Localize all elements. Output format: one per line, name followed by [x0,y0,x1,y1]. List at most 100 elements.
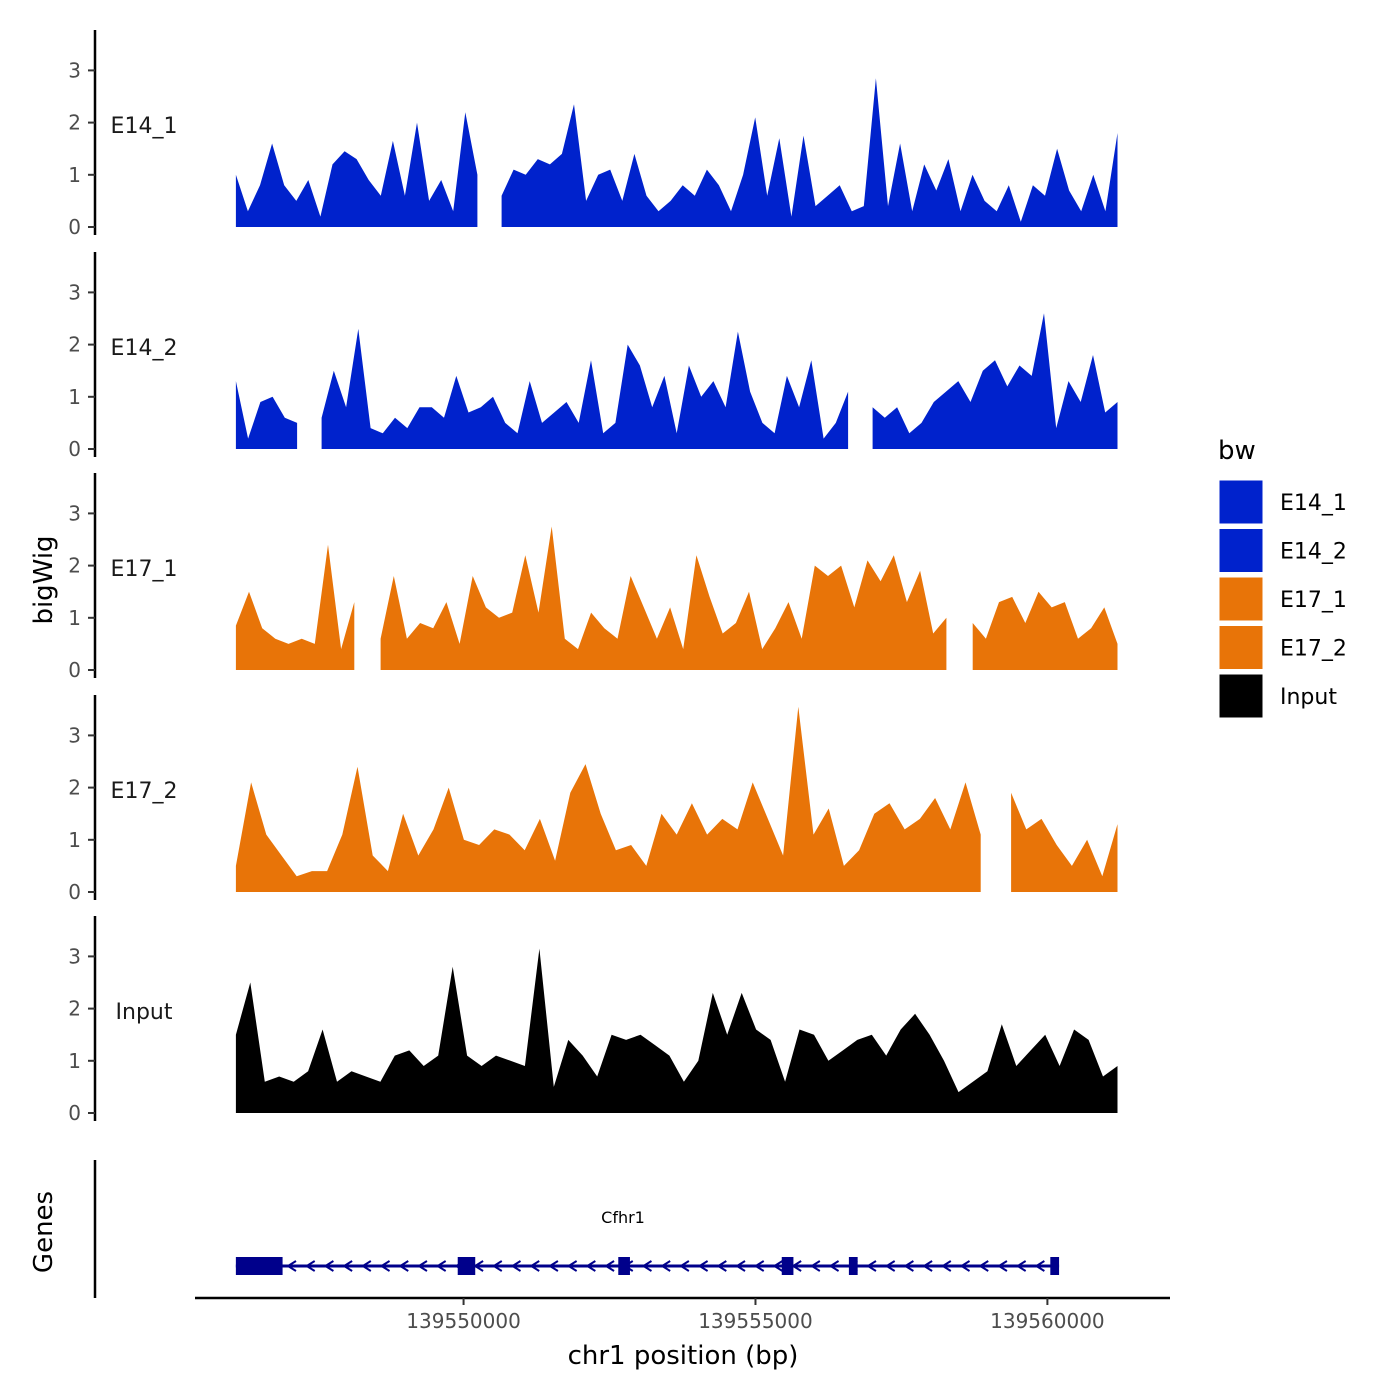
y-tick-label: 1 [68,385,81,409]
gene-exon [848,1257,858,1275]
track-label: E17_1 [111,557,178,582]
track-E14_1: 0 1 2 3 E14_1 [68,30,1118,239]
strand-arrow [604,1260,615,1272]
legend-label-E14_2: E14_2 [1280,540,1347,565]
strand-arrow [679,1260,690,1272]
strand-arrow [772,1260,783,1272]
gene-exon [618,1257,630,1275]
strand-arrow [379,1260,391,1272]
y-tick-label: 2 [68,997,81,1021]
strand-arrow [660,1260,671,1272]
strand-arrow [585,1260,596,1272]
x-tick-label: 139550000 [406,1309,521,1333]
strand-arrow [903,1260,914,1272]
y-tick-label: 0 [68,1101,81,1125]
coverage-area-E17_1 [235,544,355,670]
strand-arrow [360,1260,372,1272]
strand-arrow [566,1260,578,1272]
strand-arrow [491,1260,503,1272]
strand-arrow [753,1260,765,1272]
coverage-area-E17_2 [235,706,981,892]
legend-swatch-E14_1 [1218,479,1264,525]
track-E17_2: 0 1 2 3 E17_2 [68,695,1118,904]
y-tick-label: 1 [68,606,81,630]
coverage-area-E14_1 [501,78,1118,227]
y-tick-label: 2 [68,111,81,135]
legend: bw E14_1 E14_2 E17_1 E17_2 Input [1218,436,1347,719]
legend-swatch-Input [1218,673,1264,719]
strand-arrow [735,1260,746,1272]
coverage-area-E17_1 [380,526,947,670]
y-tick-label: 3 [68,501,81,525]
x-axis-title: chr1 position (bp) [568,1341,799,1371]
strand-arrow [697,1260,709,1272]
track-label: E14_1 [111,114,178,139]
gene-name-label: Cfhr1 [601,1208,645,1227]
track-E14_2: 0 1 2 3 E14_2 [68,252,1118,461]
strand-arrow [417,1260,428,1272]
y-tick-label: 3 [68,58,81,82]
gene-exon [781,1257,794,1275]
track-label: E14_2 [111,336,178,361]
coverage-area-E17_1 [972,591,1118,670]
strand-arrow [323,1260,334,1272]
strand-arrow [641,1260,652,1272]
y-tick-label: 3 [68,944,81,968]
y-tick-label: 3 [68,723,81,747]
coverage-area-E14_2 [872,313,1118,449]
legend-swatch-E17_2 [1218,625,1264,670]
legend-label-E17_2: E17_2 [1280,637,1347,662]
track-label: Input [116,1000,173,1025]
strand-arrow [398,1260,409,1272]
y-tick-label: 1 [68,1049,81,1073]
gene-exon [235,1257,283,1275]
y-tick-label: 2 [68,776,81,800]
legend-label-Input: Input [1280,685,1337,710]
gene-track: Cfhr1 [93,1160,1060,1298]
strand-arrow [510,1260,522,1272]
genes-axis-title: Genes [29,1191,59,1273]
track-Input: 0 1 2 3 Input [68,916,1118,1125]
strand-arrow [286,1260,297,1272]
strand-arrow [1015,1260,1027,1272]
x-tick-label: 139555000 [698,1309,813,1333]
coverage-area-Input [235,948,1118,1113]
legend-swatch-E17_1 [1218,576,1264,622]
strand-arrow [548,1260,559,1272]
strand-arrow [828,1260,840,1272]
strand-arrow [940,1260,952,1272]
strand-arrow [959,1260,971,1272]
y-tick-label: 2 [68,333,81,357]
legend-swatch-E14_2 [1218,528,1264,573]
coverage-area-E14_2 [321,328,849,449]
strand-arrow [529,1260,540,1272]
strand-arrow [716,1260,727,1272]
coverage-area-E17_2 [1011,792,1118,892]
y-tick-label: 0 [68,880,81,904]
x-tick-label: 139560000 [990,1309,1105,1333]
y-tick-label: 1 [68,828,81,852]
gene-exon [457,1257,476,1275]
strand-arrow [809,1260,821,1272]
track-label: E17_2 [111,779,178,804]
y-tick-label: 0 [68,658,81,682]
gene-exon [1050,1257,1060,1275]
strand-arrow [304,1260,316,1272]
y-axis-title: bigWig [29,535,59,624]
strand-arrow [342,1260,353,1272]
strand-arrow [884,1260,896,1272]
legend-title: bw [1218,436,1256,466]
strand-arrow [1034,1260,1045,1272]
y-tick-label: 0 [68,437,81,461]
y-tick-label: 3 [68,280,81,304]
strand-arrow [997,1260,1008,1272]
coverage-area-E14_1 [235,112,478,227]
strand-arrow [435,1260,447,1272]
y-tick-label: 2 [68,554,81,578]
coverage-area-E14_2 [235,381,298,449]
y-tick-label: 1 [68,163,81,187]
strand-arrow [866,1260,877,1272]
track-E17_1: 0 1 2 3 E17_1 [68,473,1118,682]
y-tick-label: 0 [68,215,81,239]
